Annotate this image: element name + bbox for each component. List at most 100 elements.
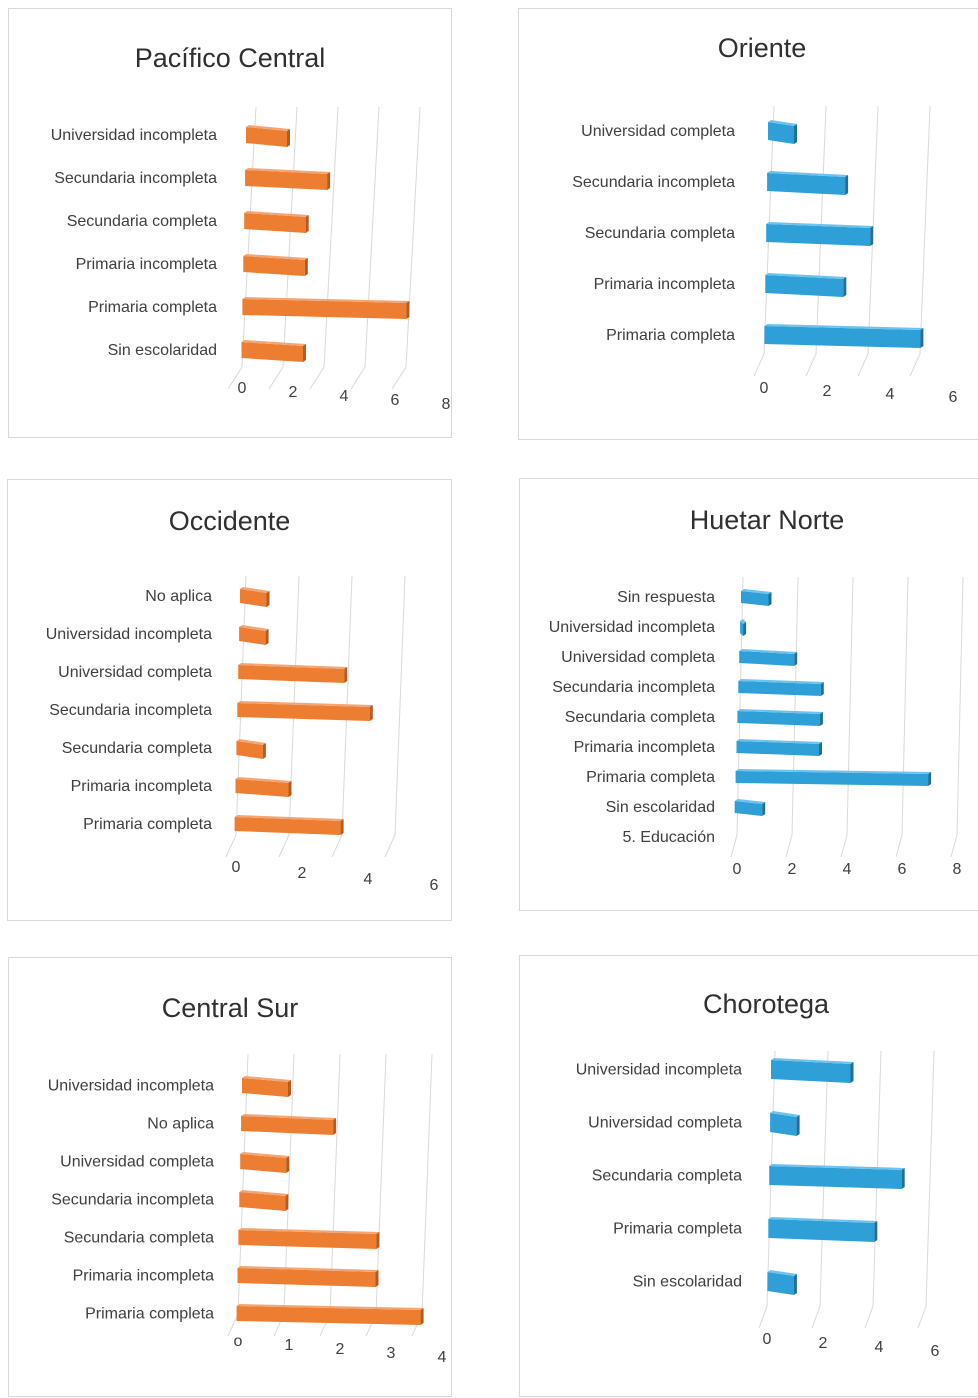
bar-side: [901, 1168, 905, 1189]
bar-side: [793, 1274, 797, 1295]
bar-front: [765, 275, 844, 297]
bar-top: [239, 1190, 289, 1196]
bar-top: [766, 222, 874, 228]
bar-front: [236, 1306, 421, 1325]
bar: [768, 120, 797, 144]
chart-plot: No aplica Universidad incompleta Universid…: [46, 575, 439, 894]
bar-top: [767, 171, 849, 177]
category-label: Sin respuesta: [617, 589, 715, 606]
bar-side: [344, 667, 348, 683]
bar-top: [242, 297, 410, 303]
tick-label: 4: [843, 861, 852, 878]
bar: [740, 619, 747, 636]
gridlines: [227, 106, 421, 390]
bar-front: [736, 741, 819, 756]
gridline: [391, 106, 421, 390]
bar: [741, 589, 772, 606]
gridlines: [758, 1050, 935, 1329]
bar-side: [266, 591, 270, 607]
bar: [738, 679, 824, 696]
category-label: Secundaria incompleta: [54, 170, 217, 187]
bar-front: [238, 1230, 377, 1249]
bar-front: [240, 1154, 287, 1173]
category-label: Secundaria completa: [565, 709, 715, 726]
tick-label: 4: [438, 1349, 447, 1366]
bar-side: [420, 1308, 424, 1325]
bar: [235, 777, 292, 797]
bar: [241, 340, 306, 362]
gridline: [840, 576, 854, 858]
bar-front: [770, 1113, 797, 1136]
bar: [242, 297, 410, 319]
bar-top: [769, 1164, 905, 1170]
tick-label: 2: [289, 384, 298, 401]
bar-side: [340, 819, 344, 835]
gridline: [278, 575, 300, 858]
bar-front: [766, 224, 871, 246]
bar-top: [768, 120, 797, 126]
bar: [234, 815, 344, 835]
chart-title: Pacífico Central: [134, 43, 326, 73]
category-label: Universidad completa: [561, 649, 715, 666]
tick-label: 0: [760, 380, 769, 397]
chart-plot: Universidad completa Secundaria incomplet…: [572, 105, 958, 406]
bar-front: [767, 1272, 794, 1295]
bar-top: [735, 769, 932, 774]
bar-side: [303, 344, 306, 362]
category-label: Secundaria completa: [62, 740, 212, 757]
bar-side: [843, 277, 847, 297]
bar-side: [820, 682, 824, 696]
chart-panel-pacifico-central: Pacífico Central Universidad incompleta S…: [8, 8, 452, 438]
bar-front: [244, 213, 306, 233]
gridline: [365, 1053, 387, 1337]
gridline: [384, 575, 406, 858]
bar: [237, 701, 373, 721]
gridline: [319, 1053, 341, 1337]
chart-title: Huetar Norte: [689, 505, 845, 535]
bar-front: [768, 1219, 875, 1242]
bar-side: [870, 226, 874, 246]
bar-side: [845, 175, 849, 195]
bar-top: [740, 619, 747, 624]
bar-side: [288, 781, 292, 797]
bar-front: [737, 711, 820, 726]
bar-top: [236, 739, 266, 745]
bar-front: [238, 665, 345, 683]
category-label: Secundaria incompleta: [572, 174, 735, 191]
tick-label: 6: [931, 1343, 940, 1360]
tick-label: 0: [232, 859, 241, 876]
bar-side: [796, 1115, 800, 1136]
bar-top: [245, 168, 331, 174]
bar-front: [240, 589, 267, 607]
bar-top: [241, 1114, 337, 1120]
category-label: Primaria completa: [85, 1306, 214, 1323]
bar-front: [739, 651, 795, 666]
gridline: [225, 575, 247, 858]
chart-panel-oriente: Oriente Universidad completa Secundaria i…: [518, 8, 978, 440]
category-label: Primaria completa: [83, 816, 212, 833]
bar: [769, 1164, 905, 1189]
bar-side: [406, 301, 410, 319]
tick-label: 4: [364, 871, 373, 888]
tick-label: 2: [819, 1335, 828, 1352]
bar-top: [236, 1304, 424, 1310]
bar-side: [305, 215, 309, 233]
bar-front: [738, 681, 821, 696]
category-label: Secundaria completa: [64, 1230, 214, 1247]
tick-label: 6: [391, 392, 400, 409]
category-label: Universidad incompleta: [51, 127, 217, 144]
bar-top: [242, 1076, 291, 1082]
bar-side: [762, 802, 766, 816]
bar: [736, 739, 822, 756]
bar: [766, 222, 874, 246]
category-label: Primaria incompleta: [574, 739, 715, 756]
bar: [236, 739, 266, 759]
bar-front: [241, 342, 303, 362]
bar-front: [769, 1166, 902, 1189]
bar-top: [767, 1270, 797, 1276]
gridline: [895, 576, 909, 858]
bar-side: [286, 1156, 290, 1173]
category-label: Sin escolaridad: [108, 342, 217, 359]
chart-title: Occidente: [168, 506, 291, 536]
chart-title: Central Sur: [161, 993, 299, 1023]
